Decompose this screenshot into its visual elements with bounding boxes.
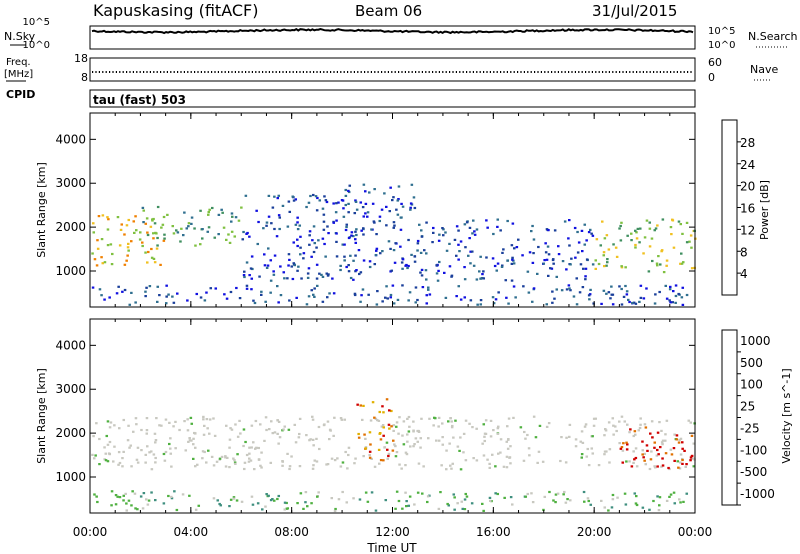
cpid-label: CPID xyxy=(6,88,35,101)
time-tick-label: 00:00 xyxy=(73,525,108,539)
velocity-colorbar-tick: -1000 xyxy=(740,487,775,501)
velocity-panel: 1000 2000 3000 4000 Slant Range [km] xyxy=(35,318,696,514)
station-title: Kapuskasing (fitACF) xyxy=(93,1,258,20)
power-colorbar-tick: 8 xyxy=(740,245,748,259)
beam-title: Beam 06 xyxy=(355,2,422,20)
time-tick-label: 08:00 xyxy=(274,525,309,539)
power-colorbar-tick: 4 xyxy=(740,267,748,281)
range-tick-label: 3000 xyxy=(55,382,86,396)
freq-left-tick-low: 8 xyxy=(81,71,88,84)
range-tick-label: 4000 xyxy=(55,338,86,352)
time-axis-label: Time UT xyxy=(366,541,417,554)
noise-panel: 10^5 10^0 10^5 10^0 N.Sky N.Search xyxy=(4,17,798,51)
power-colorbar-tick: 12 xyxy=(740,223,755,237)
velocity-colorbar-tick: -500 xyxy=(740,465,767,479)
range-tick-label: 3000 xyxy=(55,176,86,190)
power-y-axis-label: Slant Range [km] xyxy=(35,162,48,258)
power-colorbar-tick: 20 xyxy=(740,180,755,194)
time-tick-label: 20:00 xyxy=(577,525,612,539)
velocity-y-axis-label: Slant Range [km] xyxy=(35,368,48,464)
power-colorbar: 4 8 12 16 20 24 28 xyxy=(721,119,755,296)
range-tick-label: 1000 xyxy=(55,470,86,484)
velocity-colorbar-label: Velocity [m s^-1] xyxy=(780,368,793,463)
noise-right-tick-high: 10^5 xyxy=(708,26,735,37)
time-axis: 00:00 04:00 08:00 12:00 16:00 20:00 00:00 xyxy=(73,113,713,539)
velocity-colorbar-tick: 500 xyxy=(740,356,763,370)
freq-left-tick-high: 18 xyxy=(74,52,88,65)
velocity-colorbar: 1000 500 100 25 -25 -100 -500 -1000 xyxy=(721,329,775,506)
noise-right-tick-low: 10^0 xyxy=(708,40,735,51)
nsearch-label: N.Search xyxy=(748,30,798,43)
range-tick-label: 4000 xyxy=(55,132,86,146)
velocity-colorbar-tick: 1000 xyxy=(740,334,771,348)
power-panel: 1000 2000 3000 4000 Slant Range [km] xyxy=(35,112,697,308)
cpid-panel xyxy=(89,89,696,108)
freq-right-tick-high: 60 xyxy=(708,56,722,69)
nave-label: Nave xyxy=(750,63,778,76)
date-title: 31/Jul/2015 xyxy=(592,2,677,20)
freq-panel: 18 8 60 0 Freq. [MHz] Nave xyxy=(4,52,778,84)
power-colorbar-label: Power [dB] xyxy=(758,180,771,240)
nsky-label: N.Sky xyxy=(4,30,36,43)
range-tick-label: 2000 xyxy=(55,426,86,440)
time-tick-label: 04:00 xyxy=(174,525,209,539)
velocity-colorbar-tick: 100 xyxy=(740,378,763,392)
power-colorbar-tick: 28 xyxy=(740,136,755,150)
velocity-colorbar-tick: 25 xyxy=(740,400,755,414)
time-tick-label: 12:00 xyxy=(375,525,410,539)
time-tick-label: 00:00 xyxy=(678,525,713,539)
freq-label-line2: [MHz] xyxy=(4,69,33,80)
range-tick-label: 1000 xyxy=(55,264,86,278)
freq-right-tick-low: 0 xyxy=(708,71,715,84)
freq-label-line1: Freq. xyxy=(6,57,31,68)
range-tick-label: 2000 xyxy=(55,220,86,234)
power-colorbar-tick: 24 xyxy=(740,158,755,172)
noise-left-tick-low: 10^0 xyxy=(23,40,50,51)
velocity-colorbar-tick: -25 xyxy=(740,421,760,435)
time-tick-label: 16:00 xyxy=(476,525,511,539)
noise-left-tick-high: 10^5 xyxy=(23,17,50,28)
velocity-colorbar-tick: -100 xyxy=(740,443,767,457)
cpid-text: tau (fast) 503 xyxy=(93,93,186,107)
power-colorbar-tick: 16 xyxy=(740,202,755,216)
